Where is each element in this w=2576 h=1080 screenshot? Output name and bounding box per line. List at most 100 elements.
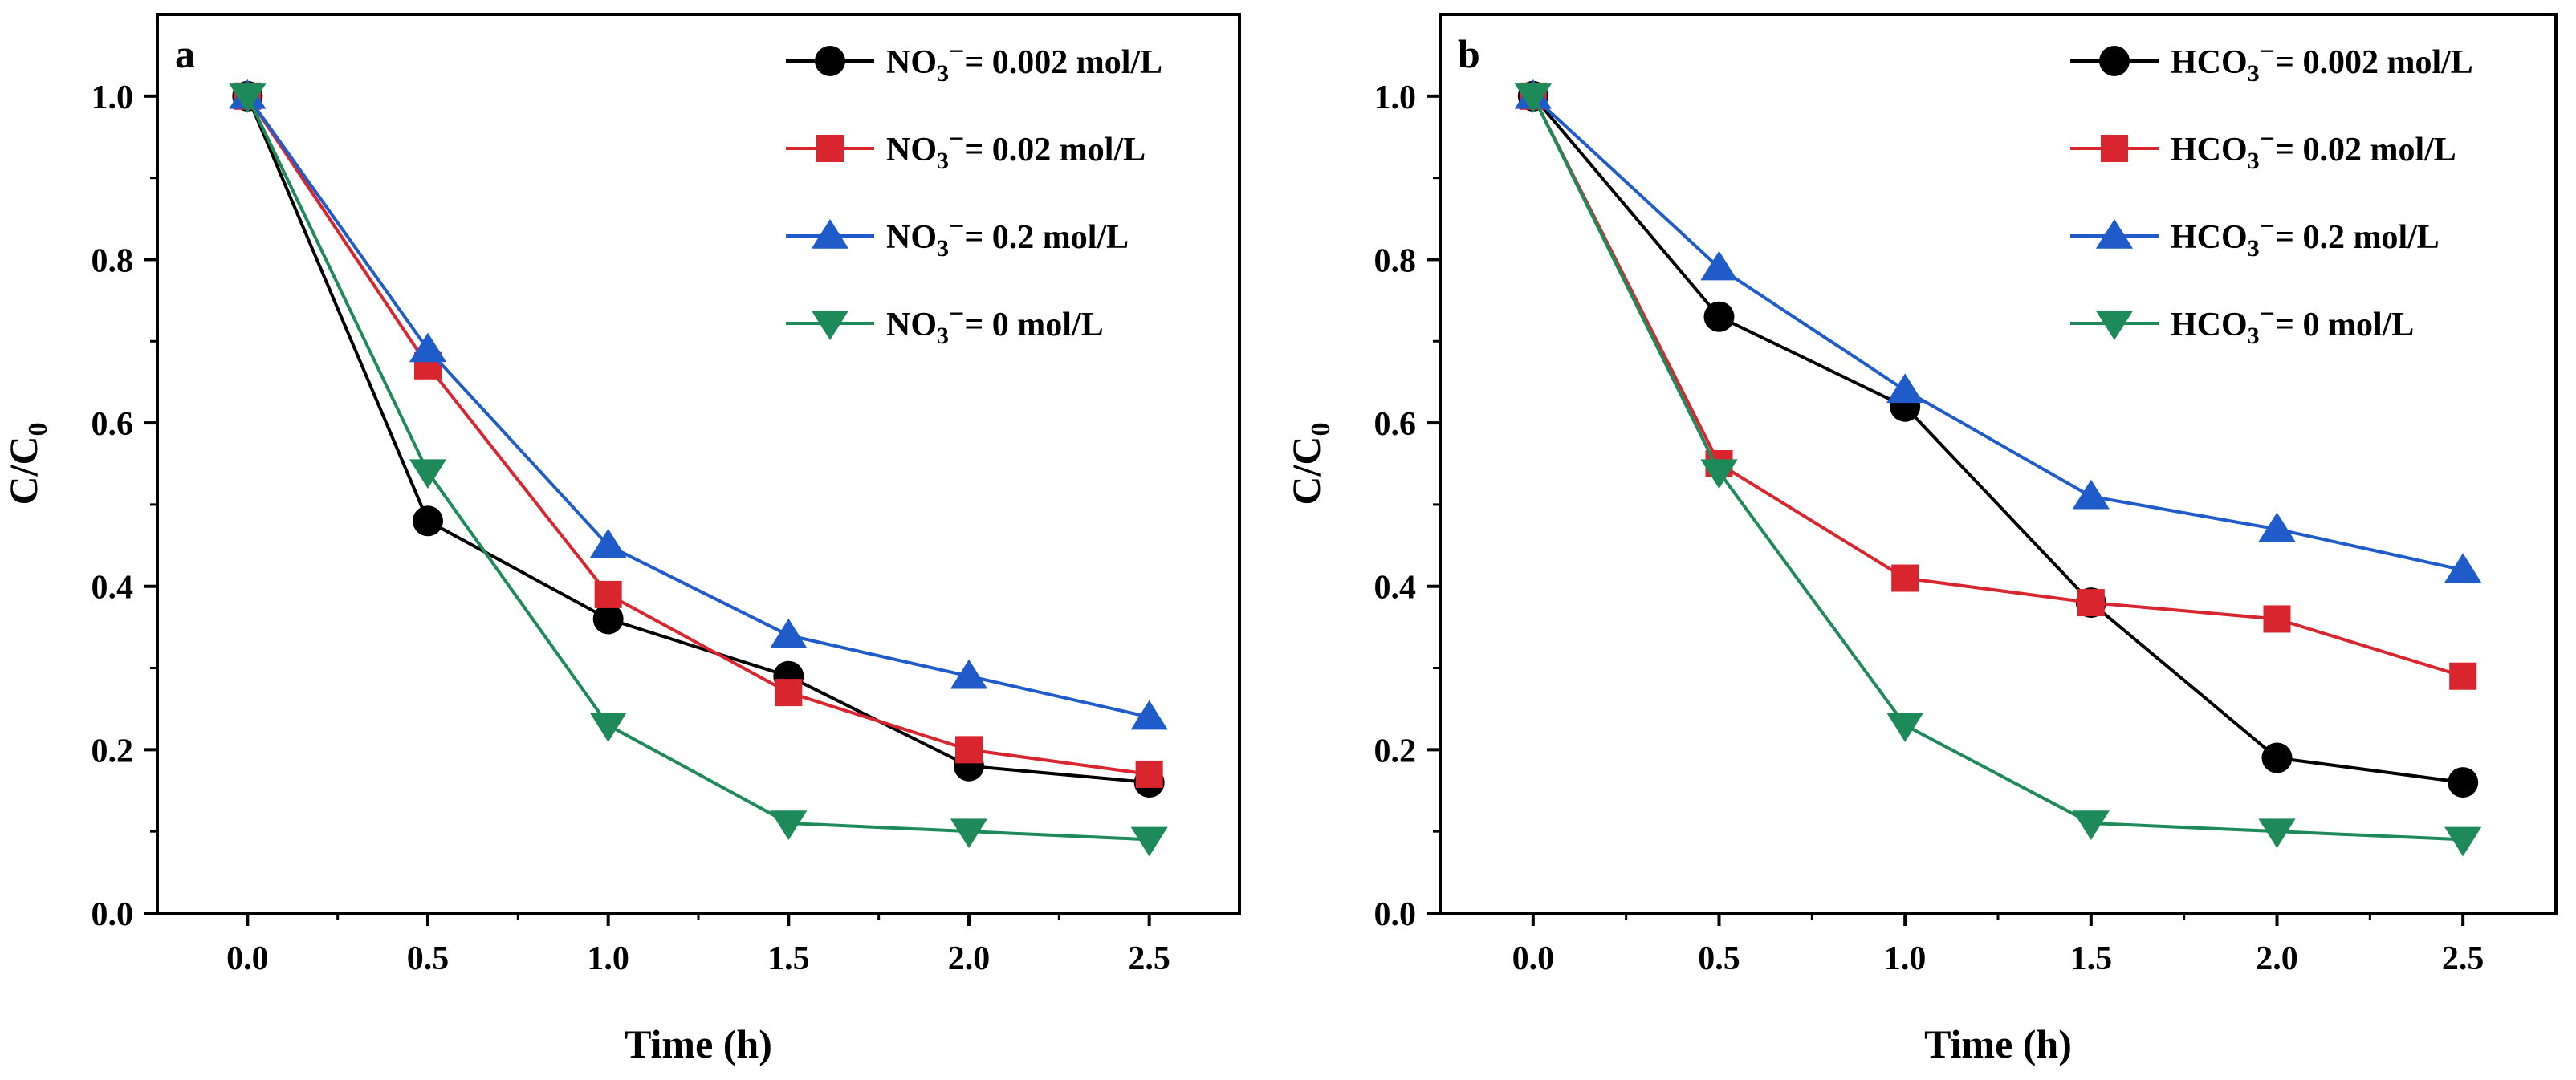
data-point xyxy=(2449,662,2477,690)
x-axis-title: Time (h) xyxy=(1924,1021,2072,1066)
y-tick-label: 0.6 xyxy=(92,406,134,443)
data-point xyxy=(1703,301,1735,332)
data-point xyxy=(229,83,267,113)
y-tick-label: 0.6 xyxy=(1374,406,1417,443)
data-point xyxy=(2444,826,2482,857)
data-point xyxy=(594,580,622,608)
data-point xyxy=(770,618,808,648)
x-axis-title: Time (h) xyxy=(625,1021,772,1066)
legend-marker xyxy=(815,46,845,76)
legend-marker xyxy=(811,219,849,249)
data-point xyxy=(955,736,983,764)
data-point xyxy=(1886,373,1924,404)
legend-marker xyxy=(2101,135,2128,162)
legend-label: HCO3−= 0 mol/L xyxy=(2171,299,2414,349)
x-tick-label: 2.0 xyxy=(2256,940,2298,977)
data-point xyxy=(950,659,988,689)
data-point xyxy=(2258,512,2296,542)
series-2 xyxy=(234,82,1163,788)
x-tick-label: 2.5 xyxy=(2442,940,2484,977)
data-point xyxy=(2072,810,2110,840)
y-tick-label: 0.0 xyxy=(92,896,134,933)
legend-entry: HCO3−= 0.2 mol/L xyxy=(2070,212,2440,262)
data-point xyxy=(1700,250,1738,281)
series-line xyxy=(1532,95,2464,842)
data-point xyxy=(1886,713,1924,742)
chart-panel-a: 0.0 0.5 1.0 1.5 2.0 2.5 0.0 0.2 0.4 0.6 0.8 1.0 Time… xyxy=(1,13,1241,1066)
data-point xyxy=(2261,742,2293,773)
series-line xyxy=(246,95,1150,776)
data-point xyxy=(409,332,447,363)
data-point xyxy=(1700,459,1738,489)
x-tick-label: 1.0 xyxy=(1884,940,1927,977)
data-point xyxy=(770,810,808,840)
legend-label: NO3−= 0 mol/L xyxy=(886,299,1104,349)
data-point xyxy=(2444,553,2482,583)
legend-entry: NO3−= 0.002 mol/L xyxy=(786,37,1162,87)
y-axis-title: C/C0 xyxy=(1,422,53,505)
series-3 xyxy=(1514,79,2482,583)
x-tick-label: 0.5 xyxy=(407,940,450,977)
legend-entry: HCO3−= 0 mol/L xyxy=(2070,299,2414,349)
panel-label: a xyxy=(175,31,195,76)
legend-label: NO3−= 0.2 mol/L xyxy=(886,212,1129,262)
y-axis-title: C/C0 xyxy=(1284,422,1336,505)
y-tick-label: 0.8 xyxy=(1374,242,1417,279)
x-tick-label: 2.0 xyxy=(948,940,991,977)
legend-entry: NO3−= 0.02 mol/L xyxy=(786,124,1146,174)
x-tick-label: 0.0 xyxy=(226,940,269,977)
y-tick-label: 0.2 xyxy=(1374,733,1417,769)
legend-entry: NO3−= 0.2 mol/L xyxy=(786,212,1129,262)
y-tick-label: 0.8 xyxy=(92,242,134,279)
panel-label: b xyxy=(1458,31,1480,76)
x-tick-label: 2.5 xyxy=(1128,940,1170,977)
series-line xyxy=(246,95,1150,719)
data-point xyxy=(2448,767,2479,798)
legend: HCO3−= 0.002 mol/L HCO3−= 0.02 mol/L HCO3−… xyxy=(2070,37,2473,349)
legend-label: HCO3−= 0.2 mol/L xyxy=(2171,212,2440,262)
data-point xyxy=(589,528,627,558)
legend-entry: HCO3−= 0.002 mol/L xyxy=(2070,37,2473,87)
data-point xyxy=(950,818,988,849)
legend-label: NO3−= 0.002 mol/L xyxy=(886,37,1162,87)
x-tick-label: 1.5 xyxy=(767,940,810,977)
y-tick-label: 0.0 xyxy=(1374,896,1417,933)
y-tick-label: 1.0 xyxy=(92,79,134,116)
legend-marker xyxy=(2095,311,2134,340)
y-tick-label: 0.2 xyxy=(92,733,134,769)
series-4 xyxy=(1514,83,2482,857)
data-point xyxy=(592,603,624,635)
series-1 xyxy=(1517,80,2479,798)
legend-entry: NO3−= 0 mol/L xyxy=(786,299,1104,349)
legend-marker xyxy=(811,311,849,340)
data-point xyxy=(1130,700,1168,730)
legend-marker xyxy=(2099,46,2130,76)
series-3 xyxy=(229,79,1168,730)
data-point xyxy=(2072,479,2110,510)
series-line xyxy=(1532,95,2464,572)
chart-panel-b: 0.0 0.5 1.0 1.5 2.0 2.5 0.0 0.2 0.4 0.6 0.8 1.0 Time… xyxy=(1284,13,2558,1066)
data-point xyxy=(1130,826,1168,857)
legend-entry: HCO3−= 0.02 mol/L xyxy=(2070,124,2456,174)
data-point xyxy=(775,679,803,707)
x-tick-label: 0.0 xyxy=(1512,940,1555,977)
x-tick-label: 1.5 xyxy=(2070,940,2113,977)
data-point xyxy=(2258,818,2296,849)
legend-marker xyxy=(816,135,844,162)
data-point xyxy=(589,713,627,742)
series-2 xyxy=(1519,82,2477,690)
legend-marker xyxy=(2095,219,2134,249)
y-tick-label: 0.4 xyxy=(1374,570,1417,607)
x-tick-label: 0.5 xyxy=(1698,940,1740,977)
data-point xyxy=(1891,564,1919,592)
legend: NO3−= 0.002 mol/L NO3−= 0.02 mol/L NO3−= 0… xyxy=(786,37,1162,349)
series-line xyxy=(1532,95,2464,785)
series-line xyxy=(1532,95,2464,678)
legend-label: NO3−= 0.02 mol/L xyxy=(886,124,1146,174)
series-4 xyxy=(229,83,1168,857)
data-point xyxy=(1135,760,1163,788)
y-tick-label: 1.0 xyxy=(1374,79,1417,116)
data-point xyxy=(2263,605,2291,633)
legend-label: HCO3−= 0.002 mol/L xyxy=(2171,37,2473,87)
